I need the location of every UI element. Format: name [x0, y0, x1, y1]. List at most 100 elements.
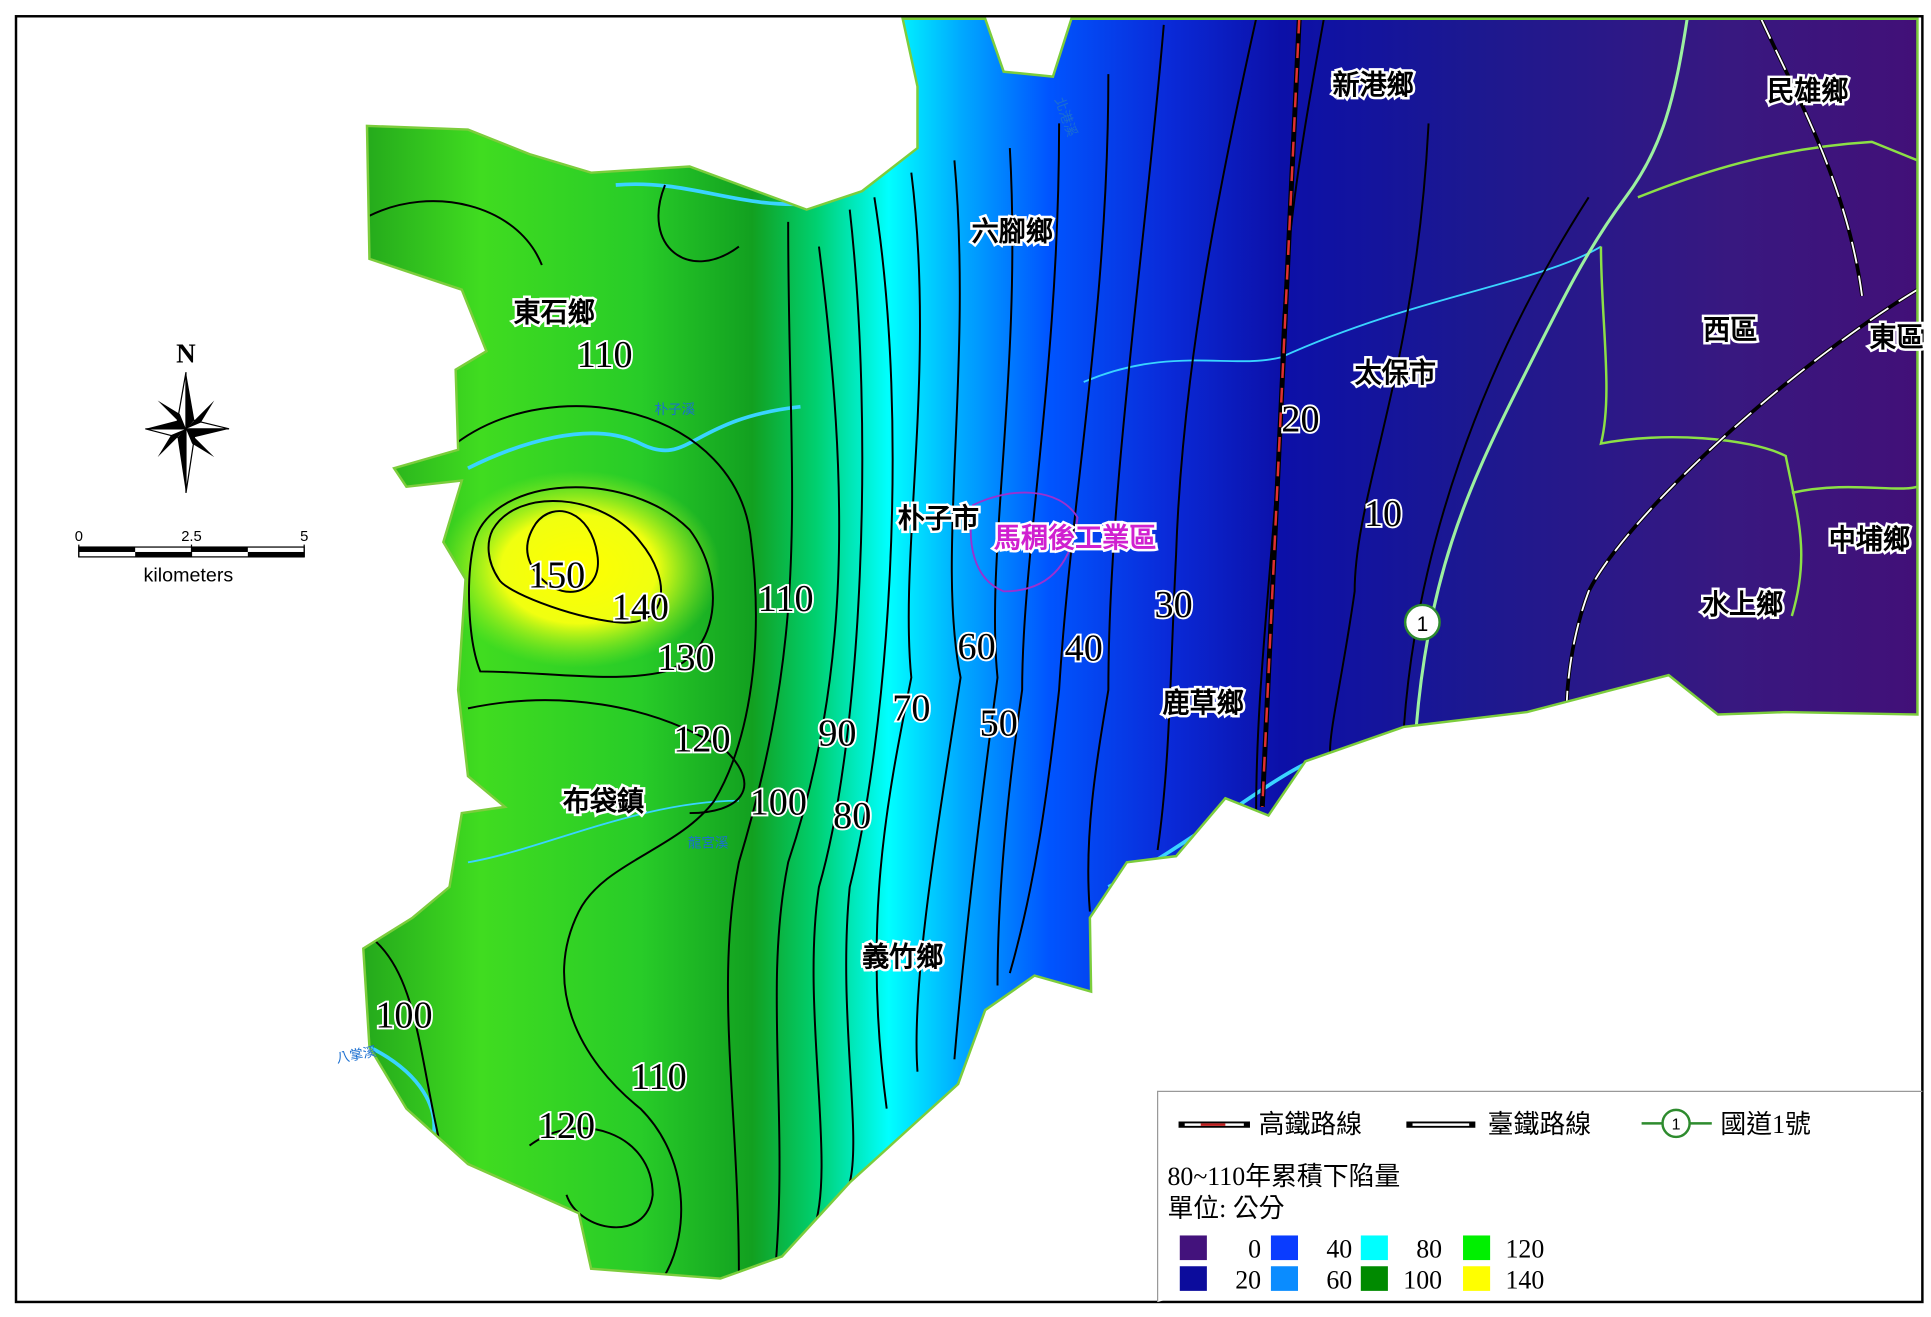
- contour-label: 140: [612, 587, 669, 629]
- contour-label: 130: [657, 637, 714, 679]
- legend-class-label: 140: [1506, 1265, 1545, 1294]
- contour-label: 20: [1281, 398, 1319, 440]
- contour: [467, 699, 746, 815]
- legend-swatch: [1360, 1266, 1388, 1291]
- place-label: 東石鄉: [514, 298, 595, 328]
- contour: [726, 221, 794, 1275]
- boundary: [1637, 140, 1918, 199]
- place-label: 東區: [1869, 322, 1923, 352]
- river: [615, 182, 813, 207]
- place-label: 新港鄉: [1333, 69, 1414, 100]
- contour-label: 30: [1155, 584, 1193, 626]
- place-label: 太保市: [1355, 357, 1436, 388]
- place-label: 朴子市: [898, 502, 979, 533]
- high-speed-rail-dash: [1261, 18, 1301, 807]
- contour: [1329, 123, 1430, 752]
- contours: [368, 18, 1590, 1276]
- scale-bar-segment: [191, 547, 248, 552]
- contour: [1087, 24, 1165, 912]
- legend-class-label: 120: [1506, 1235, 1545, 1264]
- river-label: 八掌溪: [335, 1044, 378, 1066]
- industrial-zone-outline: [969, 491, 1079, 593]
- scale-tick-label: 5: [300, 529, 308, 545]
- contour: [811, 209, 864, 1233]
- river: [467, 404, 801, 470]
- scale-bar-segment: [78, 547, 136, 552]
- place-label: 西區: [1703, 315, 1757, 345]
- contour-label: 70: [892, 688, 930, 730]
- north-label: N: [176, 338, 196, 368]
- contour: [526, 510, 599, 593]
- place-label: 中埔鄉: [1829, 524, 1910, 554]
- river: [1083, 245, 1602, 383]
- legend-swatch: [1463, 1266, 1491, 1291]
- contour: [845, 197, 894, 1183]
- place-label: 水上鄉: [1702, 590, 1783, 620]
- river-label: 朴子溪: [655, 402, 696, 417]
- freeway-symbol: [1661, 1108, 1691, 1139]
- legend-label: 臺鐵路線: [1488, 1110, 1591, 1139]
- place-label: 六腳鄉: [972, 216, 1053, 246]
- legend-class-label: 0: [1248, 1235, 1261, 1264]
- arrow-part: [177, 428, 186, 493]
- legend-label: 國道1號: [1720, 1110, 1811, 1139]
- boundaries: [969, 140, 1918, 617]
- legend-swatch: [1463, 1235, 1491, 1261]
- arrow-part: [185, 400, 215, 429]
- contour: [1402, 196, 1590, 727]
- legend-label: 高鐵路線: [1259, 1110, 1362, 1139]
- freeway-shield: 1: [1403, 603, 1441, 641]
- legend-title: 80~110年累積下陷量: [1167, 1162, 1400, 1191]
- scale-bar-segment: [135, 551, 192, 557]
- legend-swatch: [1270, 1266, 1299, 1291]
- contour-label: 60: [958, 626, 996, 668]
- shield-label: 1: [1417, 613, 1429, 636]
- legend-class-label: 60: [1326, 1265, 1352, 1294]
- arrow-part: [145, 420, 186, 429]
- contour: [953, 147, 1014, 1060]
- contour-label: 110: [631, 1056, 687, 1098]
- place-label: 民雄鄉: [1767, 76, 1848, 106]
- legend-class-label: 100: [1403, 1265, 1442, 1294]
- legend-unit: 單位: 公分: [1167, 1194, 1284, 1223]
- contour-label: 110: [577, 334, 633, 376]
- place-label: 義竹鄉: [862, 941, 943, 972]
- freeway: [1414, 18, 1689, 727]
- boundary: [1599, 246, 1803, 617]
- contour-label: 120: [538, 1105, 595, 1147]
- contour-label: 10: [1364, 493, 1402, 535]
- scale-unit: kilometers: [144, 565, 234, 587]
- legend-swatch: [1360, 1235, 1388, 1261]
- contour-label: 150: [528, 555, 585, 597]
- legend-class-label: 80: [1416, 1235, 1442, 1264]
- contour: [368, 935, 445, 1159]
- scale-tick-label: 0: [75, 529, 83, 545]
- river-label: 龍宮溪: [688, 835, 729, 851]
- contour-label: 90: [818, 712, 856, 754]
- legend-frame: [1156, 1090, 1923, 1302]
- contour: [468, 486, 714, 678]
- river: [467, 799, 739, 864]
- legend-class-label: 40: [1326, 1235, 1352, 1264]
- contour-label: 100: [375, 994, 432, 1036]
- arrow-part: [185, 428, 230, 438]
- contour-label: 120: [673, 718, 730, 760]
- contour: [455, 405, 757, 1276]
- legend-swatch: [1179, 1235, 1207, 1261]
- contour: [657, 184, 740, 263]
- scale-bar-segment: [247, 551, 305, 557]
- contour-label: 80: [833, 795, 871, 837]
- railway-dash: [1565, 288, 1918, 715]
- contour: [774, 246, 841, 1263]
- contour-label: 50: [980, 702, 1018, 744]
- contour: [915, 160, 962, 1072]
- contour-label: 100: [750, 781, 807, 823]
- contour: [528, 1127, 654, 1229]
- legend-swatch: [1270, 1235, 1299, 1261]
- contour: [487, 500, 662, 624]
